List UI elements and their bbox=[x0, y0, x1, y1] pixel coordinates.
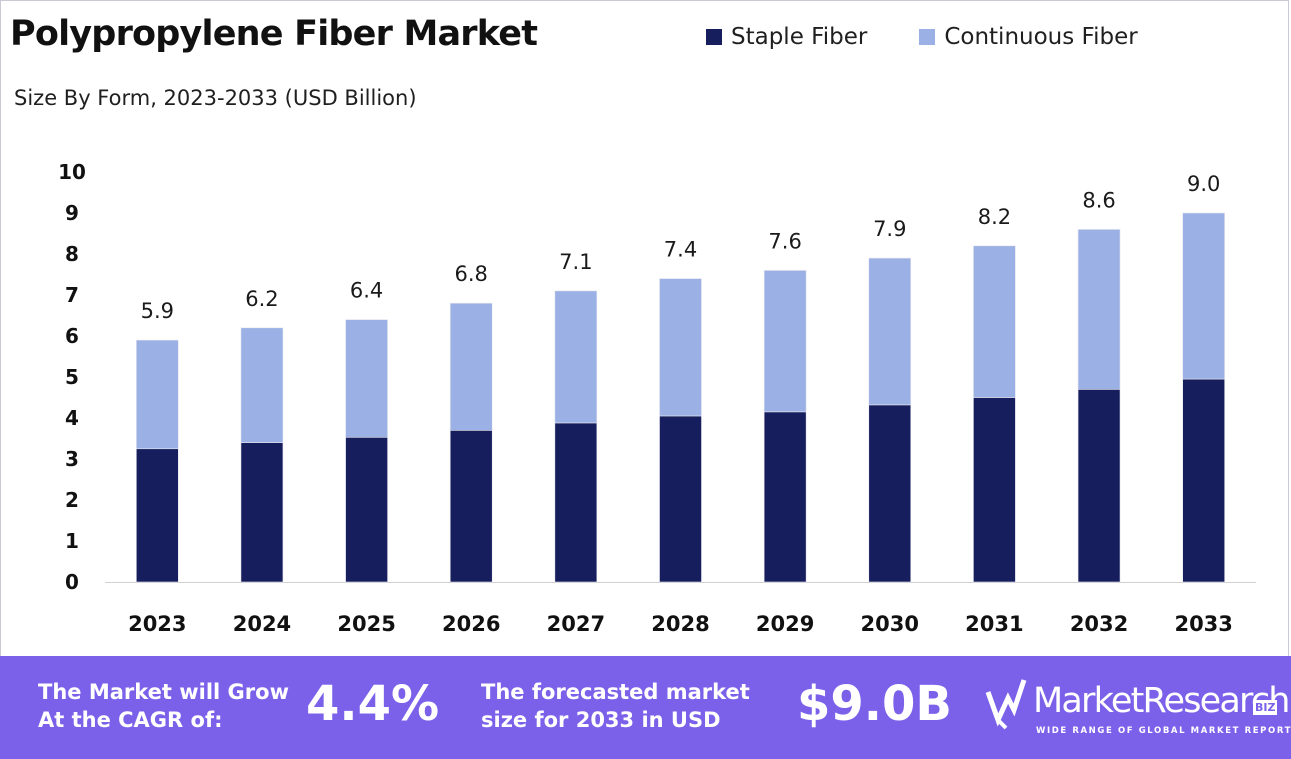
bar-total-label: 7.4 bbox=[664, 238, 697, 262]
bar-total-label: 6.8 bbox=[455, 262, 488, 286]
legend-item-continuous-fiber: Continuous Fiber bbox=[919, 24, 1138, 50]
forecast-caption-line1: The forecasted market bbox=[481, 680, 750, 704]
cagr-value: 4.4% bbox=[306, 676, 440, 732]
cagr-caption: The Market will Grow At the CAGR of: bbox=[38, 678, 289, 734]
x-tick-label: 2029 bbox=[756, 612, 814, 636]
y-tick-label: 1 bbox=[65, 529, 79, 553]
x-tick-label: 2033 bbox=[1174, 612, 1232, 636]
x-tick-label: 2030 bbox=[861, 612, 919, 636]
legend-swatch-staple bbox=[706, 29, 722, 45]
bar-segment-staple bbox=[868, 404, 912, 583]
cagr-caption-line1: The Market will Grow bbox=[38, 680, 289, 704]
x-tick-label: 2025 bbox=[337, 612, 395, 636]
x-tick-label: 2023 bbox=[128, 612, 186, 636]
y-tick-label: 7 bbox=[65, 283, 79, 307]
legend-item-staple-fiber: Staple Fiber bbox=[706, 24, 867, 50]
bar-segment-continuous bbox=[1182, 212, 1225, 380]
bar-segment-staple bbox=[449, 429, 493, 583]
bar-chart: 0 1 2 3 4 5 6 7 8 9 10 5.9 2023 6.2 2024 6.4 2025 6.8 2026… bbox=[58, 160, 1256, 636]
y-tick-label: 0 bbox=[65, 570, 79, 594]
y-tick-label: 3 bbox=[65, 447, 79, 471]
bar-segment-staple bbox=[659, 415, 702, 583]
bar-segment-continuous bbox=[345, 319, 388, 438]
bar-segment-continuous bbox=[136, 339, 179, 450]
y-tick-label: 6 bbox=[65, 324, 79, 348]
y-tick-label: 4 bbox=[65, 406, 79, 430]
legend-label-continuous: Continuous Fiber bbox=[944, 24, 1138, 50]
logo-icon bbox=[985, 679, 1027, 730]
bar-segment-staple bbox=[1182, 378, 1225, 583]
y-tick-label: 8 bbox=[65, 242, 79, 266]
x-tick-label: 2031 bbox=[965, 612, 1023, 636]
y-tick-label: 5 bbox=[65, 365, 79, 389]
bar-segment-staple bbox=[973, 397, 1016, 583]
bar-segment-staple bbox=[136, 448, 179, 583]
summary-banner bbox=[0, 656, 1291, 759]
chart-frame bbox=[0, 0, 1289, 656]
bar-segment-staple bbox=[763, 411, 807, 583]
bar-segment-continuous bbox=[1077, 229, 1121, 390]
x-tick-label: 2024 bbox=[233, 612, 291, 636]
legend: Staple Fiber Continuous Fiber bbox=[706, 24, 1190, 50]
y-tick-label: 9 bbox=[65, 201, 79, 225]
logo-name: MarketResearch bbox=[1033, 681, 1290, 721]
bar-segment-staple bbox=[554, 422, 598, 583]
forecast-caption-line2: size for 2033 in USD bbox=[481, 708, 721, 732]
x-tick-label: 2026 bbox=[442, 612, 500, 636]
x-tick-label: 2028 bbox=[651, 612, 709, 636]
bar-segment-staple bbox=[240, 442, 284, 583]
logo-badge: BIZ bbox=[1253, 700, 1278, 715]
bar-total-label: 8.6 bbox=[1082, 188, 1115, 212]
bar-segment-continuous bbox=[449, 302, 493, 431]
bar-segment-staple bbox=[1077, 388, 1121, 583]
x-tick-label: 2027 bbox=[547, 612, 605, 636]
legend-label-staple: Staple Fiber bbox=[731, 24, 868, 50]
bar-segment-continuous bbox=[763, 270, 807, 413]
bar-total-label: 7.6 bbox=[768, 229, 801, 253]
bar-segment-continuous bbox=[973, 245, 1016, 398]
forecast-value: $9.0B bbox=[797, 676, 953, 732]
chart-subtitle: Size By Form, 2023-2033 (USD Billion) bbox=[14, 86, 417, 110]
x-tick-label: 2032 bbox=[1070, 612, 1128, 636]
bar-segment-continuous bbox=[554, 290, 598, 424]
cagr-caption-line2: At the CAGR of: bbox=[38, 708, 223, 732]
y-tick-label: 10 bbox=[58, 160, 86, 184]
bar-total-label: 9.0 bbox=[1187, 172, 1220, 196]
bar-segment-continuous bbox=[240, 327, 284, 443]
forecast-caption: The forecasted market size for 2033 in U… bbox=[481, 678, 750, 734]
legend-swatch-continuous bbox=[919, 29, 936, 45]
bar-total-label: 7.9 bbox=[873, 217, 906, 241]
bar-total-label: 8.2 bbox=[978, 205, 1011, 229]
bar-segment-continuous bbox=[868, 257, 912, 406]
bar-total-label: 6.4 bbox=[350, 279, 383, 303]
bar-segment-continuous bbox=[659, 278, 702, 417]
bar-total-label: 6.2 bbox=[245, 287, 278, 311]
bar-total-label: 5.9 bbox=[141, 299, 174, 323]
y-tick-label: 2 bbox=[65, 488, 79, 512]
logo-tagline: WIDE RANGE OF GLOBAL MARKET REPORTS bbox=[1036, 726, 1291, 736]
bar-segment-staple bbox=[345, 436, 388, 583]
bar-total-label: 7.1 bbox=[559, 250, 592, 274]
chart-title: Polypropylene Fiber Market bbox=[10, 14, 538, 54]
